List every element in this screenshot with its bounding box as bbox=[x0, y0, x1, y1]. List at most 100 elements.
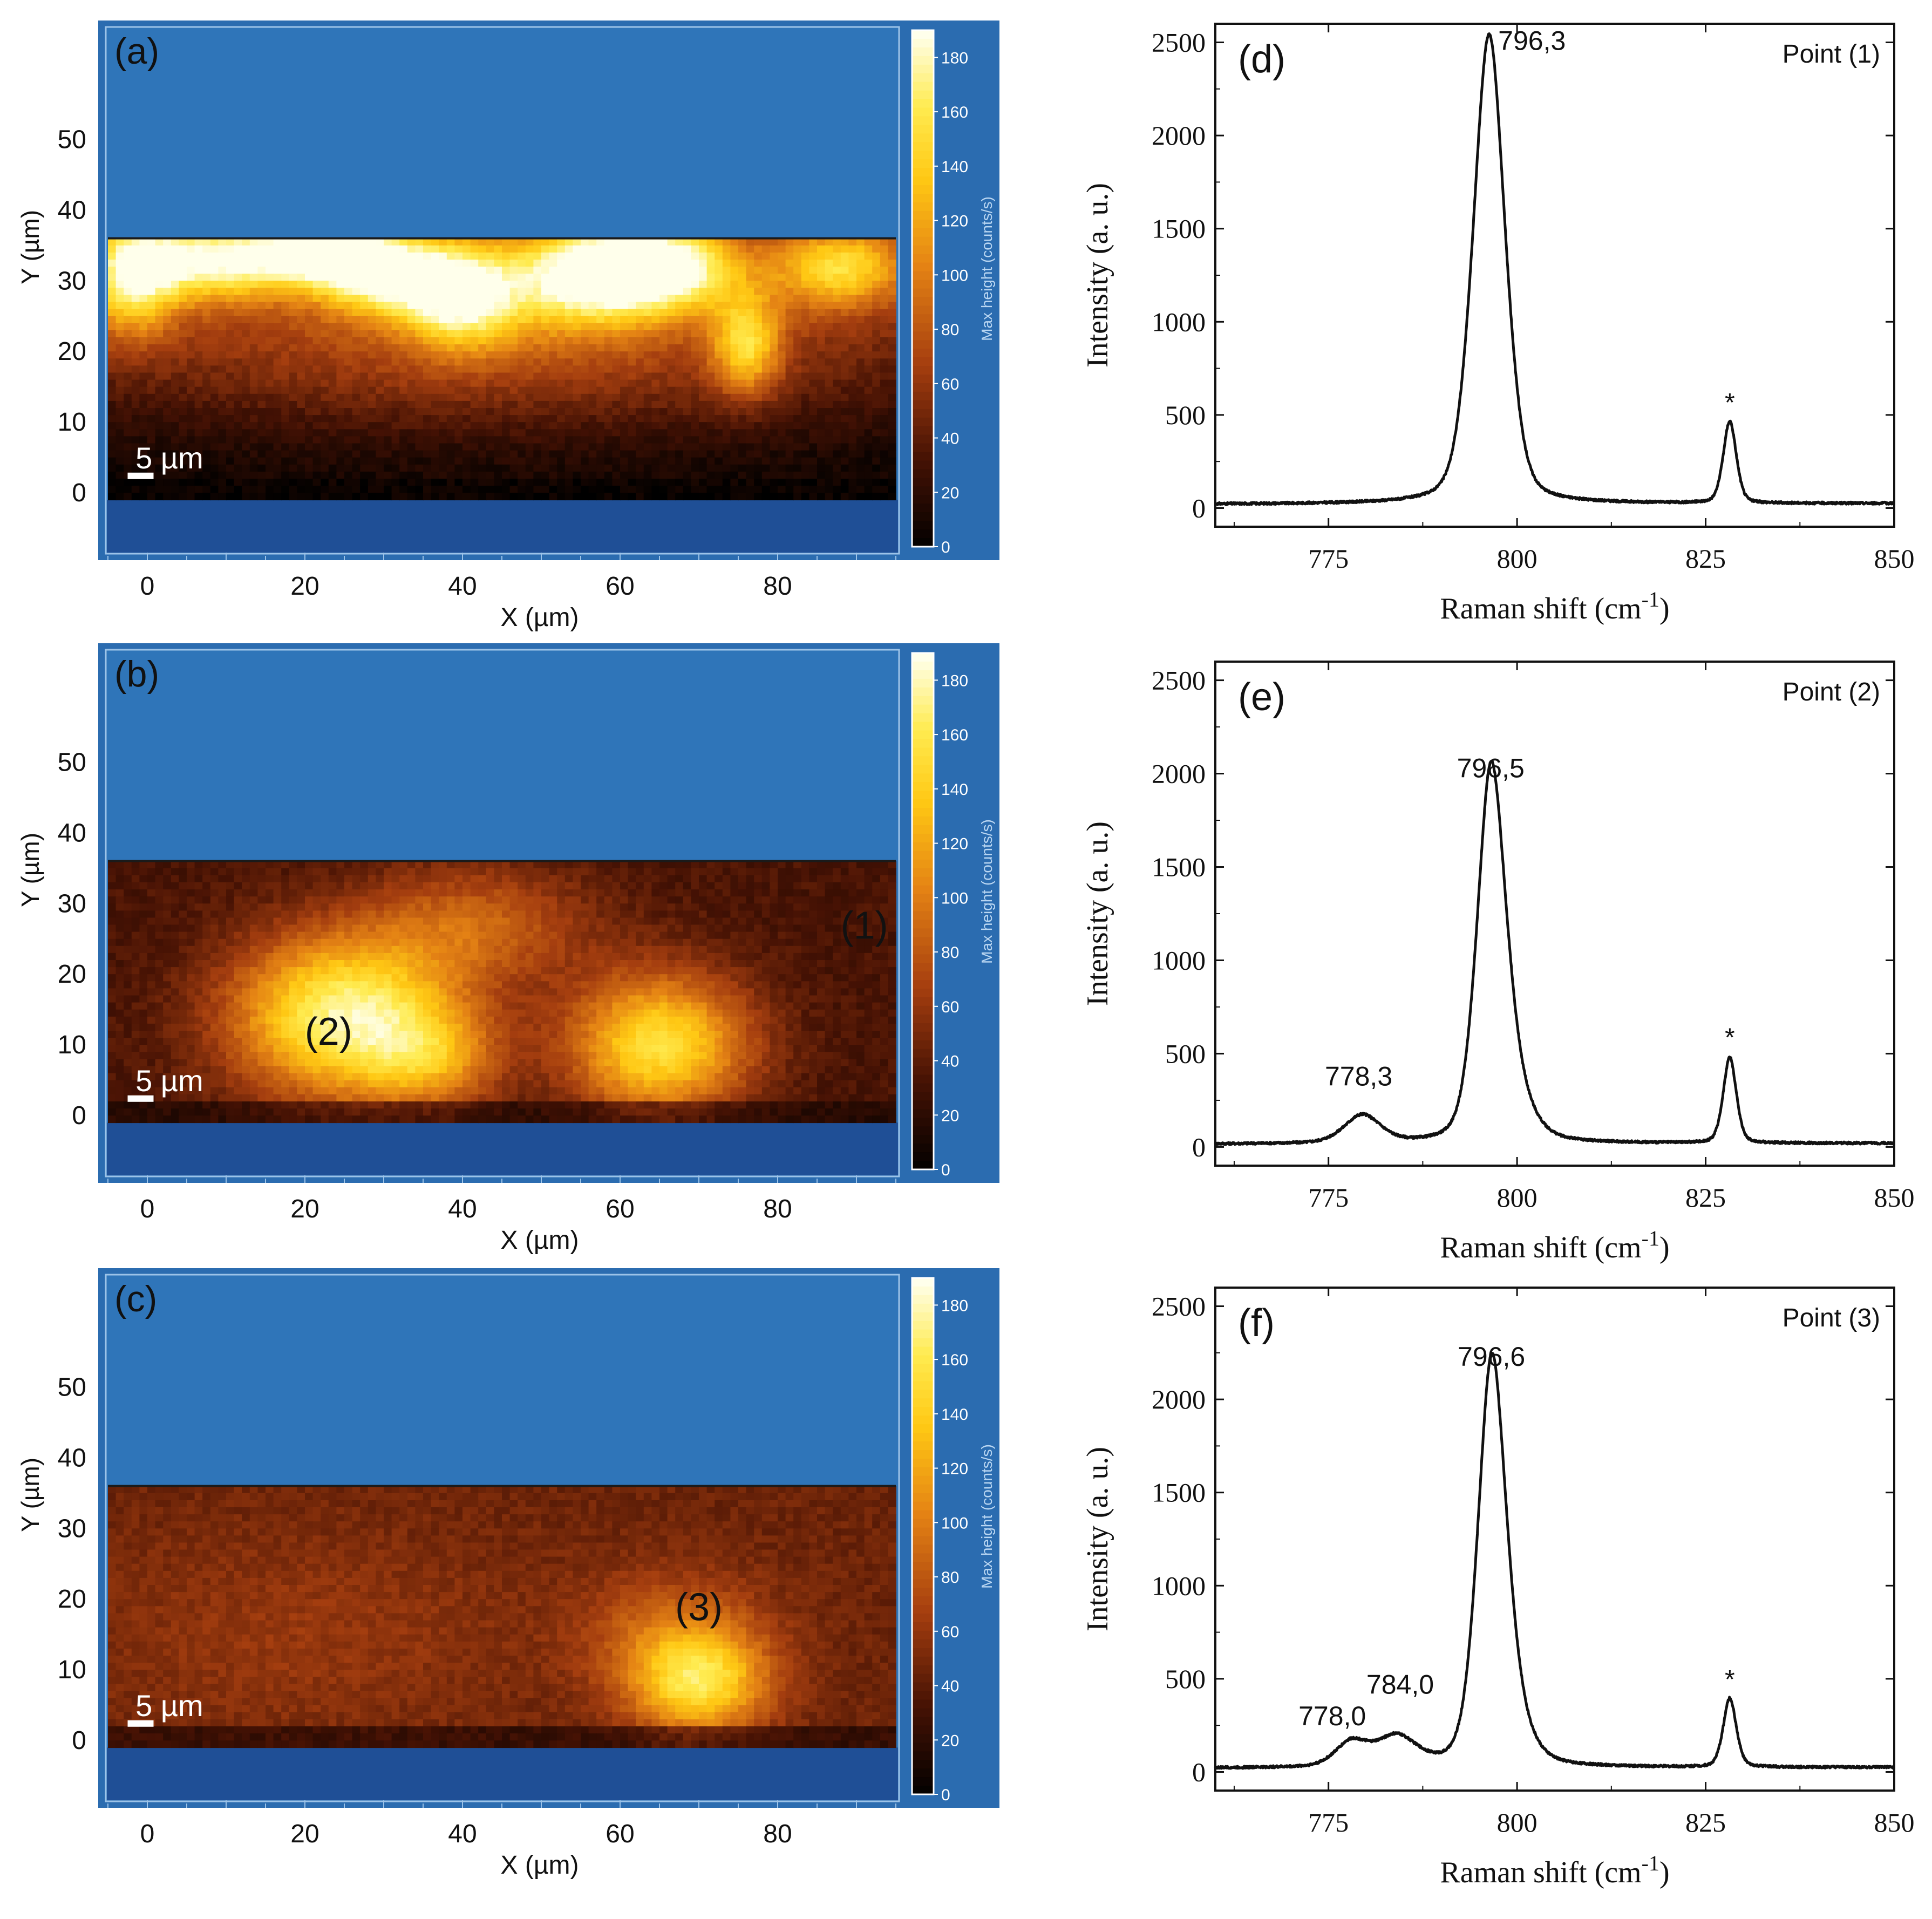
heatmap-cell bbox=[730, 486, 739, 493]
heatmap-cell bbox=[502, 260, 511, 267]
heatmap-cell bbox=[691, 931, 699, 940]
heatmap-cell bbox=[502, 252, 511, 260]
heatmap-cell bbox=[407, 868, 416, 876]
heatmap-cell bbox=[596, 903, 605, 911]
heatmap-cell bbox=[273, 238, 282, 246]
heatmap-cell bbox=[801, 245, 810, 253]
heatmap-cell bbox=[509, 861, 518, 869]
heatmap-cell bbox=[360, 486, 369, 493]
heatmap-cell bbox=[667, 267, 676, 274]
heatmap-cell bbox=[856, 429, 865, 437]
heatmap-cell bbox=[431, 316, 439, 324]
heatmap-cell bbox=[462, 379, 471, 387]
heatmap-cell bbox=[856, 393, 865, 402]
heatmap-cell bbox=[376, 323, 384, 331]
heatmap-cell bbox=[281, 464, 290, 472]
heatmap-cell bbox=[399, 486, 408, 493]
heatmap-cell bbox=[131, 457, 140, 465]
heatmap-cell bbox=[115, 245, 124, 253]
heatmap-cell bbox=[470, 903, 479, 911]
heatmap-cell bbox=[518, 400, 526, 409]
heatmap-cell bbox=[793, 281, 802, 289]
heatmap-cell bbox=[171, 450, 180, 458]
heatmap-cell bbox=[131, 238, 140, 246]
heatmap-cell bbox=[218, 882, 227, 890]
heatmap-cell bbox=[273, 910, 282, 918]
heatmap-cell bbox=[604, 288, 613, 296]
heatmap-cell bbox=[344, 889, 353, 897]
heatmap-cell bbox=[115, 457, 124, 465]
heatmap-cell bbox=[305, 281, 314, 289]
heatmap-cell bbox=[470, 938, 479, 947]
heatmap-cell bbox=[620, 882, 629, 890]
heatmap-cell bbox=[218, 889, 227, 897]
heatmap-cell bbox=[651, 875, 660, 883]
heatmap-cell bbox=[620, 309, 629, 317]
heatmap-cell bbox=[352, 443, 360, 451]
heatmap-cell bbox=[328, 238, 337, 246]
heatmap-cell bbox=[336, 302, 345, 310]
heatmap-cell bbox=[155, 910, 164, 918]
heatmap-cell bbox=[470, 238, 479, 246]
heatmap-cell bbox=[715, 302, 723, 310]
heatmap-cell bbox=[281, 337, 290, 345]
heatmap-cell bbox=[312, 252, 321, 260]
heatmap-cell bbox=[194, 323, 203, 331]
heatmap-cell bbox=[249, 931, 258, 940]
heatmap-cell bbox=[289, 379, 298, 387]
heatmap-cell bbox=[399, 267, 408, 274]
heatmap-cell bbox=[312, 260, 321, 267]
heatmap-cell bbox=[423, 274, 432, 282]
heatmap-cell bbox=[856, 400, 865, 409]
heatmap-cell bbox=[872, 288, 881, 296]
heatmap-cell bbox=[321, 471, 329, 479]
heatmap-cell bbox=[242, 330, 250, 338]
heatmap-cell bbox=[770, 861, 778, 869]
heatmap-cell bbox=[699, 882, 708, 890]
heatmap-cell bbox=[155, 493, 164, 501]
heatmap-cell bbox=[494, 882, 502, 890]
heatmap-cell bbox=[336, 245, 345, 253]
heatmap-cell bbox=[257, 443, 266, 451]
heatmap-cell bbox=[478, 457, 487, 465]
heatmap-cell bbox=[234, 464, 242, 472]
heatmap-cell bbox=[801, 924, 810, 933]
heatmap-cell bbox=[494, 288, 502, 296]
heatmap-cell bbox=[612, 309, 621, 317]
heatmap-cell bbox=[234, 896, 242, 904]
heatmap-cell bbox=[746, 316, 754, 324]
heatmap-cell bbox=[564, 337, 574, 345]
heatmap-cell bbox=[391, 479, 400, 486]
heatmap-cell bbox=[360, 400, 369, 409]
heatmap-cell bbox=[139, 245, 148, 253]
heatmap-cell bbox=[226, 302, 235, 310]
panel-label: (a) bbox=[114, 31, 159, 72]
heatmap-cell bbox=[738, 861, 747, 869]
heatmap-cell bbox=[210, 875, 219, 883]
heatmap-cell bbox=[163, 471, 172, 479]
heatmap-cell bbox=[305, 337, 314, 345]
heatmap-cell bbox=[249, 295, 258, 303]
heatmap-cell bbox=[833, 408, 841, 416]
heatmap-cell bbox=[108, 365, 117, 373]
heatmap-cell bbox=[194, 917, 203, 926]
heatmap-cell bbox=[155, 415, 164, 423]
heatmap-cell bbox=[738, 288, 747, 296]
heatmap-cell bbox=[360, 422, 369, 430]
heatmap-cell bbox=[533, 882, 542, 890]
heatmap-cell bbox=[770, 351, 778, 359]
heatmap-cell bbox=[699, 422, 708, 430]
heatmap-cell bbox=[218, 464, 227, 472]
heatmap-cell bbox=[683, 267, 692, 274]
heatmap-cell bbox=[289, 903, 298, 911]
heatmap-cell bbox=[801, 274, 810, 282]
heatmap-cell bbox=[486, 479, 495, 486]
heatmap-cell bbox=[730, 422, 739, 430]
heatmap-cell bbox=[210, 471, 219, 479]
heatmap-cell bbox=[297, 302, 305, 310]
heatmap-cell bbox=[581, 896, 589, 904]
heatmap-cell bbox=[833, 386, 841, 394]
heatmap-cell bbox=[266, 400, 274, 409]
heatmap-cell bbox=[108, 344, 117, 352]
heatmap-cell bbox=[218, 400, 227, 409]
